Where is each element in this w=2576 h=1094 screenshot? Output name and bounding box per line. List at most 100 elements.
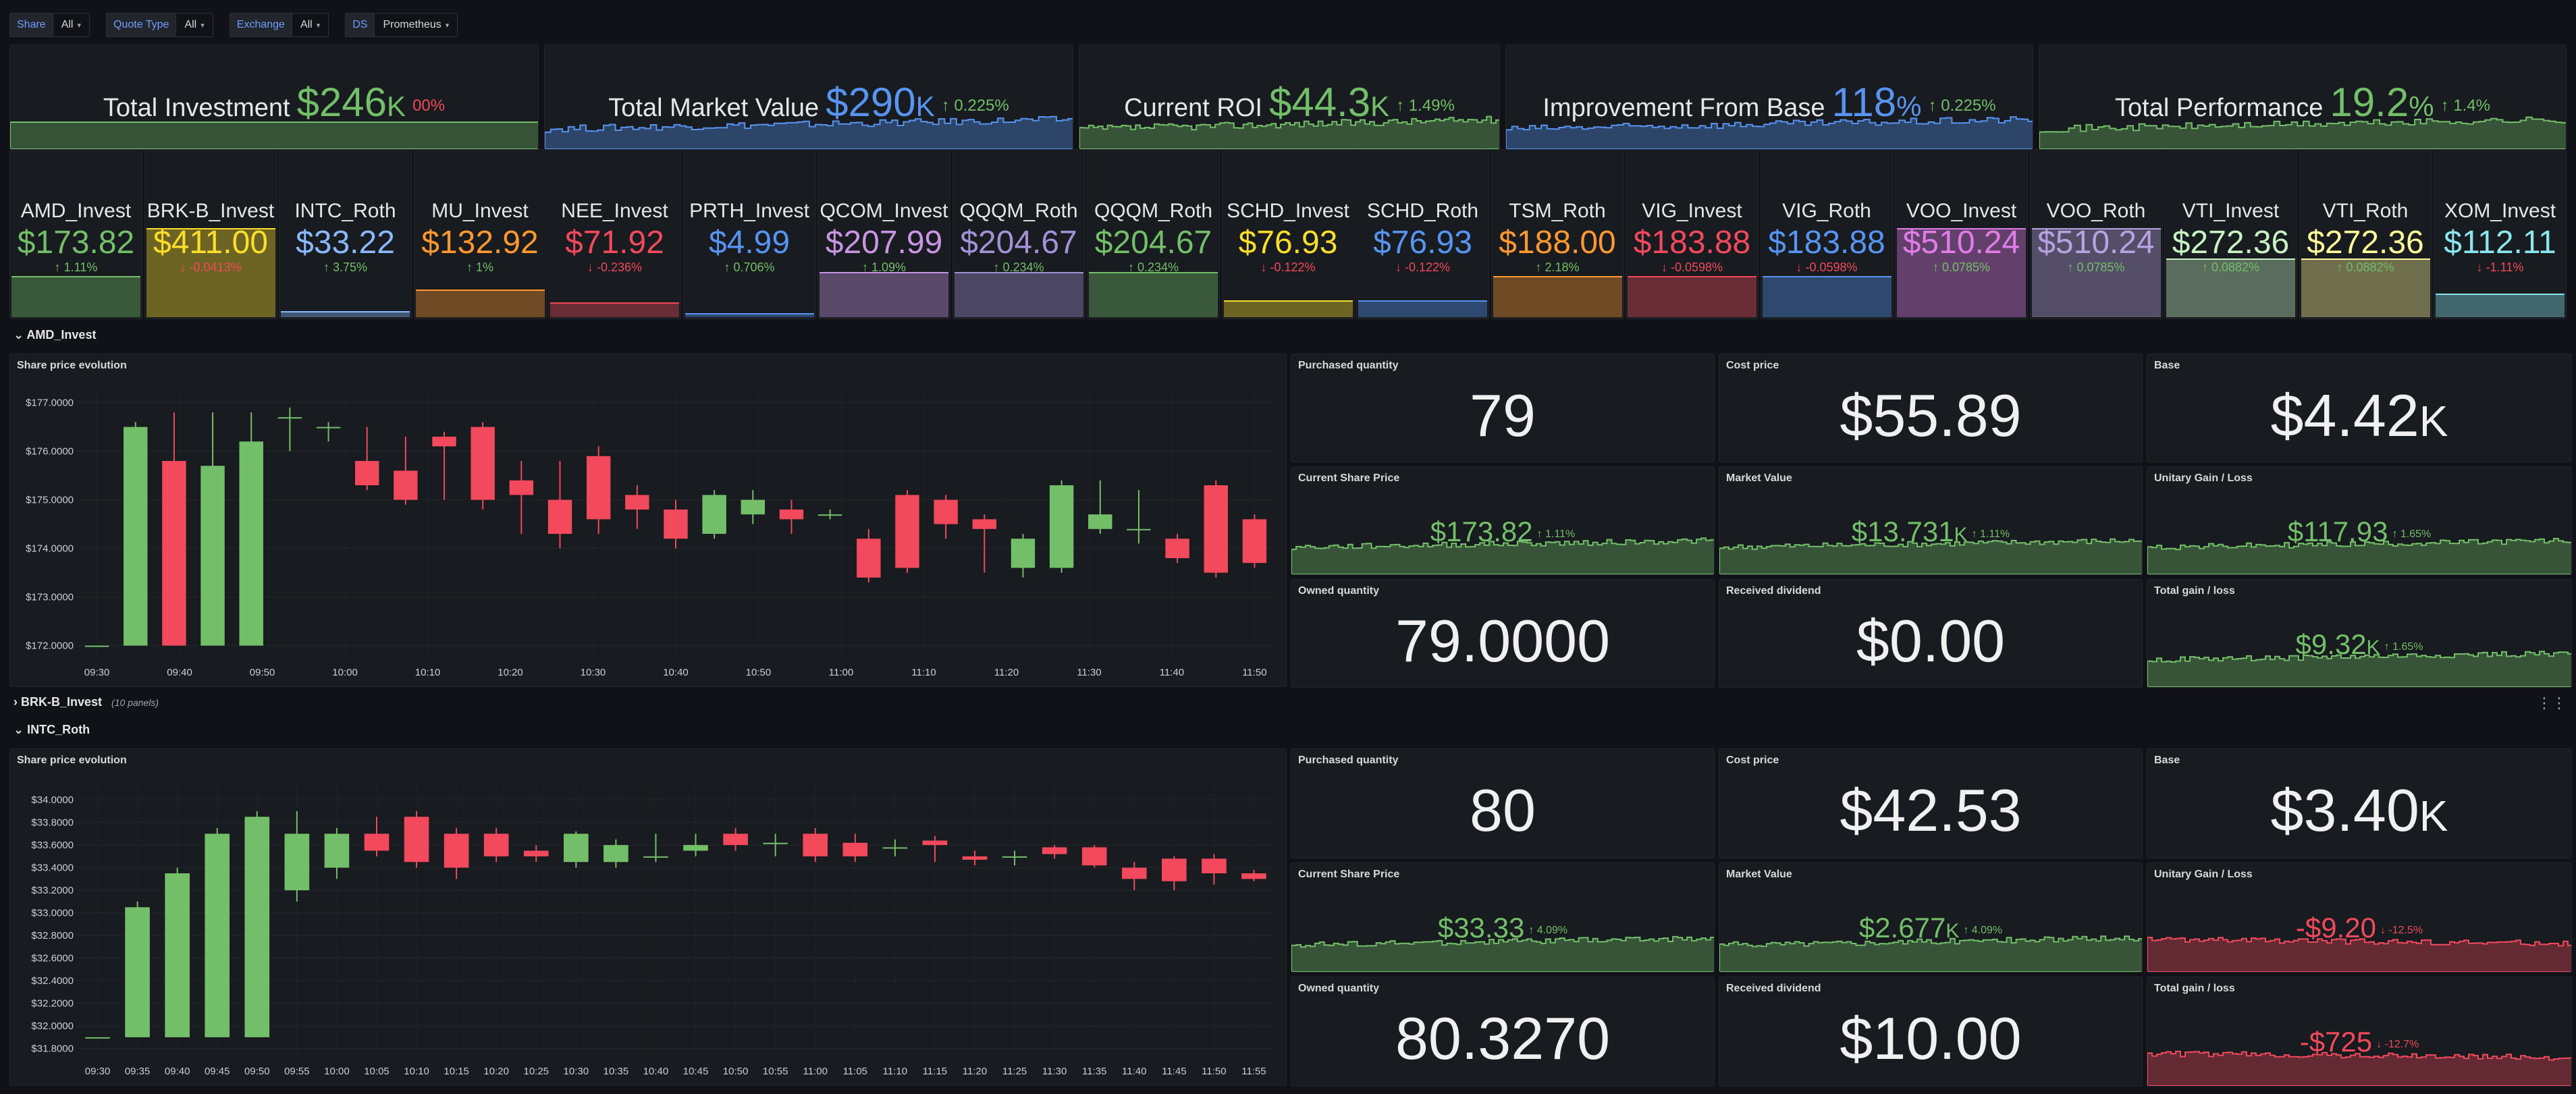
ticker-level-bar <box>2031 228 2161 317</box>
candle-body <box>547 499 572 534</box>
stat-label: Total Investment <box>103 94 290 122</box>
ticker-level-bar <box>1897 228 2026 317</box>
y-tick-label: $32.4000 <box>31 975 74 987</box>
x-tick-label: 11:10 <box>883 1066 907 1077</box>
sparkline <box>1719 538 2142 574</box>
ticker-change: ↓ -0.0598% <box>1661 261 1723 274</box>
y-tick-label: $172.0000 <box>26 640 74 652</box>
sparkline-area <box>2039 116 2566 149</box>
ticker-level-bar <box>1762 276 1891 317</box>
var-quote-type-label: Quote Type <box>106 13 177 37</box>
ticker-level-bar <box>415 290 545 317</box>
row-header-intc[interactable]: ⌄ INTC_Roth <box>14 723 90 737</box>
ticker-panel-vig_invest[interactable]: VIG_Invest $183.88 ↓ -0.0598% <box>1626 149 1759 319</box>
candle-body <box>239 441 263 646</box>
candle-body <box>394 470 418 500</box>
panel-title: Market Value <box>1726 869 1792 880</box>
stat-panel-purchased-quantity: Purchased quantity 79 <box>1291 354 1715 462</box>
ticker-price: $510.24 <box>2037 225 2155 261</box>
stat-panel-cost-price: Cost price $55.89 <box>1719 354 2143 462</box>
x-tick-label: 10:30 <box>564 1066 589 1077</box>
panel-title: Base <box>2154 755 2180 766</box>
stat-change: ↓ -12.7% <box>2376 1039 2419 1050</box>
panel-title: Current Share Price <box>1298 472 1400 484</box>
drag-handle-icon[interactable]: ⋮⋮ <box>2537 694 2567 711</box>
stat-panel-received-dividend: Received dividend $10.00 <box>1719 977 2143 1087</box>
ticker-level-bar <box>1493 276 1622 317</box>
y-tick-label: $32.2000 <box>31 998 74 1010</box>
row-header-brk-b[interactable]: › BRK-B_Invest (10 panels) <box>14 695 159 709</box>
ticker-panel-nee_invest[interactable]: NEE_Invest $71.92 ↓ -0.236% <box>548 149 681 319</box>
ticker-change: ↑ 0.0882% <box>2201 261 2260 274</box>
ticker-panel-mu_invest[interactable]: MU_Invest $132.92 ↑ 1% <box>413 149 547 319</box>
stat-value: $4.42K <box>2270 382 2448 449</box>
stat-line: Current ROI $44.3K ↑ 1.49% <box>1079 79 1499 126</box>
ticker-panel-vig_roth[interactable]: VIG_Roth $183.88 ↓ -0.0598% <box>1760 149 1894 319</box>
ticker-panel-qcom_invest[interactable]: QCOM_Invest $207.99 ↑ 1.09% <box>817 149 950 319</box>
ticker-panel-amd_invest[interactable]: AMD_Invest $173.82 ↑ 1.11% <box>9 149 142 319</box>
ticker-panel-xom_invest[interactable]: XOM_Invest $112.11 ↓ -1.11% <box>2434 149 2567 319</box>
ticker-panel-schd_roth[interactable]: SCHD_Roth $76.93 ↓ -0.122% <box>1356 149 1489 319</box>
stat-value: $173.82 ↑ 1.11% <box>1430 516 1576 547</box>
var-ds-select[interactable]: Prometheus ▾ <box>375 13 458 37</box>
ticker-panel-tsm_roth[interactable]: TSM_Roth $188.00 ↑ 2.18% <box>1491 149 1624 319</box>
candle-body <box>934 499 958 524</box>
candle-body <box>85 1037 110 1039</box>
x-tick-label: 10:50 <box>746 667 772 678</box>
candle-body <box>1202 858 1227 873</box>
x-tick-label: 09:40 <box>167 667 192 678</box>
stat-panel-purchased-quantity: Purchased quantity 80 <box>1291 748 1715 858</box>
ticker-panel-vti_invest[interactable]: VTI_Invest $272.36 ↑ 0.0882% <box>2164 149 2297 319</box>
stat-change: ↑ 1.65% <box>2384 641 2423 653</box>
stat-panel-owned-quantity: Owned quantity 80.3270 <box>1291 977 1715 1087</box>
ticker-level-bar <box>685 313 814 317</box>
ticker-panel-qqqm_roth[interactable]: QQQM_Roth $204.67 ↑ 0.234% <box>952 149 1085 319</box>
x-tick-label: 11:00 <box>803 1066 828 1077</box>
var-quote-type-select[interactable]: All ▾ <box>176 13 213 37</box>
candle-body <box>1242 519 1267 564</box>
ticker-panel-voo_invest[interactable]: VOO_Invest $510.24 ↑ 0.0785% <box>1895 149 2028 319</box>
candle-body <box>625 495 649 510</box>
sparkline-area <box>1719 538 2142 574</box>
sparkline-area <box>1719 935 2142 972</box>
summary-panel-total-market-value: Total Market Value $290K ↑ 0.225% <box>544 45 1073 150</box>
x-tick-label: 10:40 <box>643 1066 669 1077</box>
row-header-amd[interactable]: ⌄ AMD_Invest <box>14 328 96 342</box>
candle-body <box>244 817 270 1037</box>
ticker-level-bar <box>820 272 948 317</box>
ticker-panel-brk-b_invest[interactable]: BRK-B_Invest $411.00 ↓ -0.0413% <box>144 149 277 319</box>
candle-body <box>1121 867 1147 879</box>
stat-panel-base: Base $4.42K <box>2147 354 2572 462</box>
candle-body <box>962 856 988 860</box>
ticker-panel-intc_roth[interactable]: INTC_Roth $33.22 ↑ 3.75% <box>279 149 412 319</box>
ticker-panel-vti_roth[interactable]: VTI_Roth $272.36 ↑ 0.0882% <box>2299 149 2432 319</box>
sparkline-area <box>2147 937 2571 972</box>
ticker-panel-qqqm_roth[interactable]: QQQM_Roth $204.67 ↑ 0.234% <box>1087 149 1220 319</box>
ticker-panel-voo_roth[interactable]: VOO_Roth $510.24 ↑ 0.0785% <box>2029 149 2163 319</box>
stat-value: $246K <box>296 80 406 125</box>
ticker-level-bar <box>11 276 140 317</box>
y-tick-label: $177.0000 <box>26 398 74 409</box>
var-exchange[interactable]: Exchange All ▾ <box>229 13 329 37</box>
stat-panel-cost-price: Cost price $42.53 <box>1719 748 2143 858</box>
sparkline <box>545 115 1073 149</box>
ticker-name: PRTH_Invest <box>689 200 809 222</box>
candle-body <box>1127 528 1151 530</box>
var-quote-type[interactable]: Quote Type All ▾ <box>106 13 213 37</box>
stat-change: ↑ 1.65% <box>2392 528 2432 540</box>
y-tick-label: $32.6000 <box>31 953 74 964</box>
x-tick-label: 11:50 <box>1242 667 1266 678</box>
x-tick-label: 11:00 <box>829 667 853 678</box>
ticker-panel-prth_invest[interactable]: PRTH_Invest $4.99 ↑ 0.706% <box>682 149 816 319</box>
var-exchange-select[interactable]: All ▾ <box>292 13 329 37</box>
stat-value: $42.53 <box>1840 777 2022 844</box>
chevron-down-icon: ⌄ <box>14 723 28 736</box>
var-share-select[interactable]: All ▾ <box>53 13 90 37</box>
ticker-panel-schd_invest[interactable]: SCHD_Invest $76.93 ↓ -0.122% <box>1221 149 1355 319</box>
x-tick-label: 10:20 <box>483 1066 509 1077</box>
var-share[interactable]: Share All ▾ <box>9 13 90 37</box>
var-ds[interactable]: DS Prometheus ▾ <box>345 13 458 37</box>
x-tick-label: 11:50 <box>1202 1066 1226 1077</box>
ticker-price: $272.36 <box>2307 225 2424 261</box>
x-tick-label: 11:45 <box>1162 1066 1186 1077</box>
